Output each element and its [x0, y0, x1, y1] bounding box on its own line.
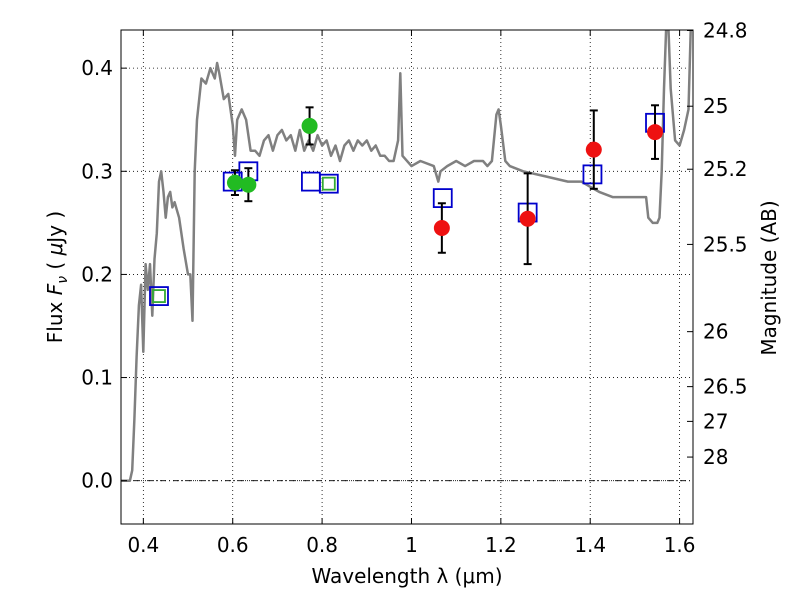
- magnitude-tick-label: 25.5: [703, 232, 748, 256]
- observed-flux-point: [519, 210, 536, 227]
- model-photometry-square: [321, 176, 336, 191]
- model-photometry-square: [318, 173, 339, 194]
- y-axis-label: Flux Fν ( μJy ): [43, 211, 71, 343]
- y-label-text: Flux: [43, 295, 67, 343]
- observed-flux-point: [647, 124, 664, 141]
- y-label-unit-prefix: μ: [43, 243, 67, 257]
- magnitude-tick-label: 27: [703, 409, 728, 433]
- x-tick-label: 0.4: [127, 533, 159, 557]
- plot-frame: [120, 29, 694, 525]
- y-tick-label: 0.1: [81, 366, 113, 390]
- y-label-unit: Jy ): [43, 211, 67, 245]
- magnitude-tick-label: 24.8: [703, 19, 748, 43]
- magnitude-tick-label: 26: [703, 320, 728, 344]
- ticks: 0.4 0.6 0.8 1 1.2 1.4 1.6 0.0 0.1 0.2 0.3 0.4 24.8 25…: [81, 19, 747, 557]
- x-tick-label: 1: [405, 533, 418, 557]
- observed-flux-point: [301, 117, 318, 134]
- plot-content: [121, 30, 692, 482]
- x-axis-label: Wavelength λ (μm): [311, 564, 502, 588]
- x-tick-label: 1.4: [574, 533, 606, 557]
- magnitude-tick-label: 25: [703, 94, 728, 118]
- x-tick-label: 0.8: [306, 533, 338, 557]
- observed-flux-point: [240, 176, 257, 193]
- model-photometry-square: [149, 286, 169, 306]
- x-tick-label: 1.6: [664, 533, 696, 557]
- observed-flux-point: [585, 141, 602, 158]
- x-tick-label: 0.6: [217, 533, 249, 557]
- magnitude-tick-label: 25.2: [703, 157, 748, 181]
- model-photometry-square: [301, 171, 321, 192]
- model-photometry-square: [582, 164, 603, 185]
- y-tick-label: 0.0: [81, 469, 113, 493]
- observed-flux-point: [226, 174, 243, 191]
- y-label-text: (: [43, 255, 67, 276]
- template-spectrum-line: [121, 30, 692, 482]
- x-tick-label: 1.2: [485, 533, 517, 557]
- y-tick-label: 0.4: [81, 56, 113, 80]
- magnitude-tick-label: 26.5: [703, 375, 748, 399]
- y-label-subscript: ν: [55, 276, 71, 284]
- model-photometry-square: [152, 289, 166, 303]
- observed-flux-point: [433, 220, 450, 237]
- magnitude-tick-label: 28: [703, 445, 728, 469]
- data-layer: [121, 30, 692, 482]
- grid: [121, 30, 693, 524]
- y-tick-label: 0.2: [81, 262, 113, 286]
- y-tick-label: 0.3: [81, 159, 113, 183]
- y-label-symbol: F: [43, 283, 67, 295]
- magnitude-axis-label: Magnitude (AB): [757, 200, 781, 355]
